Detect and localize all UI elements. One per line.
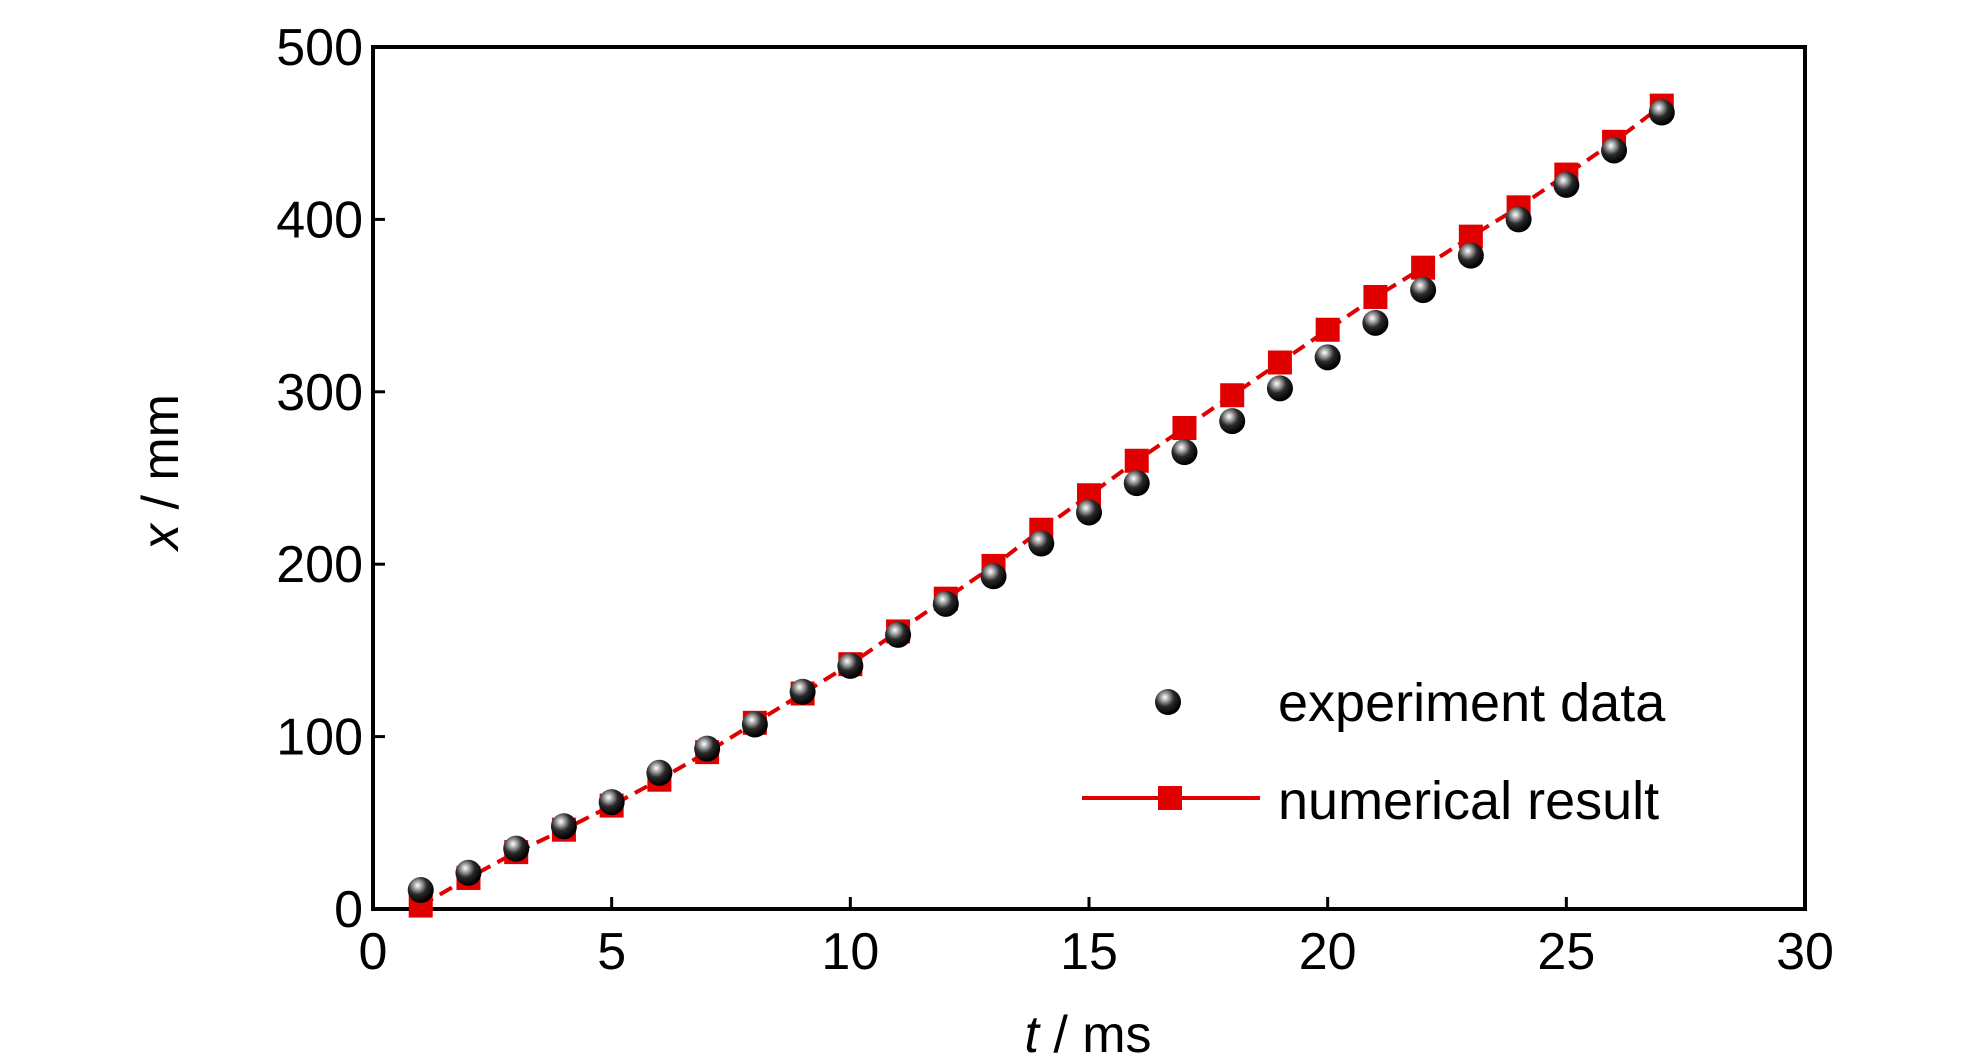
experiment-data-point xyxy=(1171,439,1198,466)
x-axis-title: t / ms xyxy=(1024,1006,1151,1063)
numerical-result-marker xyxy=(1124,448,1149,473)
experiment-data-point xyxy=(789,678,816,705)
experiment-data-point xyxy=(1123,470,1150,497)
x-tick-label: 0 xyxy=(359,923,388,981)
experiment-data-point xyxy=(1314,344,1341,371)
legend-label-experiment: experiment data xyxy=(1278,673,1666,733)
legend-square-marker xyxy=(1158,786,1182,810)
y-axis-title: x / mm xyxy=(132,394,190,553)
experiment-data-point xyxy=(598,789,625,816)
legend-sphere-marker xyxy=(1155,689,1181,715)
y-tick-label: 300 xyxy=(276,364,363,422)
experiment-data-point xyxy=(1457,242,1484,269)
y-tick-label: 200 xyxy=(276,536,363,594)
x-tick-label: 5 xyxy=(597,923,626,981)
numerical-result-marker xyxy=(1220,383,1245,408)
experiment-data-point xyxy=(1266,375,1293,402)
experiment-data-point xyxy=(1219,408,1246,435)
x-tick-label: 20 xyxy=(1299,923,1357,981)
y-tick-label: 100 xyxy=(276,709,363,767)
experiment-data-point xyxy=(741,711,768,738)
legend-entry-numerical: numerical result xyxy=(1082,771,1659,831)
legend-entry-experiment: experiment data xyxy=(1155,673,1666,733)
y-tick-label: 400 xyxy=(276,191,363,249)
numerical-result-marker xyxy=(1411,255,1436,280)
x-tick-label: 15 xyxy=(1060,923,1118,981)
experiment-data-point xyxy=(1505,206,1532,233)
legend-box xyxy=(1062,651,1770,864)
numerical-result-marker xyxy=(1172,416,1197,441)
x-tick-label: 25 xyxy=(1537,923,1595,981)
x-axis-unit: / ms xyxy=(1039,1006,1152,1063)
experiment-data-point xyxy=(1362,309,1389,336)
experiment-data-point xyxy=(885,621,912,648)
experiment-data-point xyxy=(837,652,864,679)
x-axis-variable: t xyxy=(1024,1006,1041,1063)
numerical-result-marker xyxy=(1267,350,1292,375)
y-tick-label: 0 xyxy=(334,881,363,939)
experiment-data-point xyxy=(550,813,577,840)
experiment-data-point xyxy=(407,877,434,904)
experiment-data-point xyxy=(1410,277,1437,304)
numerical-result-marker xyxy=(1363,284,1388,309)
experiment-data-point xyxy=(455,859,482,886)
experiment-data-point xyxy=(1553,171,1580,198)
experiment-data-point xyxy=(1601,137,1628,164)
numerical-result-marker xyxy=(1315,317,1340,342)
experiment-data-point xyxy=(1028,530,1055,557)
experiment-data-point xyxy=(1648,99,1675,126)
legend-label-numerical: numerical result xyxy=(1278,771,1659,831)
experiment-data-point xyxy=(503,835,530,862)
y-tick-label: 500 xyxy=(276,19,363,77)
experiment-data-point xyxy=(980,563,1007,590)
y-axis-unit: / mm xyxy=(132,394,190,524)
y-axis-variable: x xyxy=(132,522,190,553)
legend: experiment data numerical result xyxy=(1062,651,1770,864)
experiment-data-point xyxy=(1076,499,1102,526)
experiment-data-point xyxy=(646,759,673,786)
experiment-data-point xyxy=(694,735,721,762)
x-tick-label: 30 xyxy=(1776,923,1834,981)
experiment-data-point xyxy=(932,590,959,617)
x-tick-label: 10 xyxy=(821,923,879,981)
